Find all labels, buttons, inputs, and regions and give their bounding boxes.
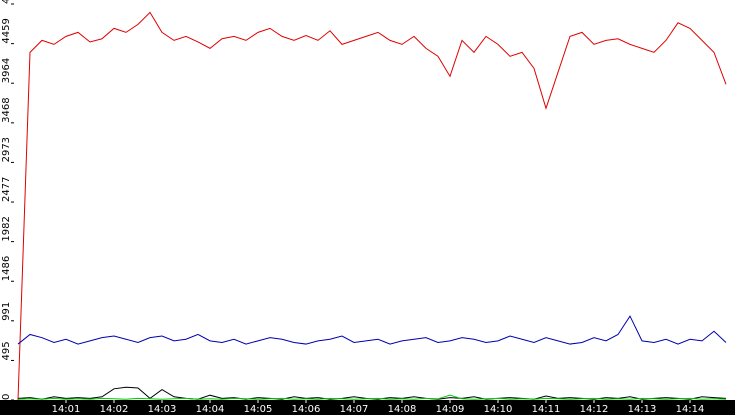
x-tick-label: 14:12 <box>580 404 609 415</box>
x-tick-label: 14:05 <box>244 404 273 415</box>
x-tick-label: 14:10 <box>484 404 513 415</box>
series-line <box>17 315 727 345</box>
y-tick-label: 2973 <box>1 137 12 162</box>
x-tick-label: 14:13 <box>628 404 657 415</box>
y-tick-label: 495 <box>1 341 12 360</box>
x-tick-label: 14:07 <box>340 404 369 415</box>
y-tick-label: 1486 <box>1 256 12 281</box>
x-tick-label: 14:06 <box>292 404 321 415</box>
y-tick-label: 0 <box>1 394 12 400</box>
x-tick-label: 14:08 <box>388 404 417 415</box>
y-axis-area <box>0 0 14 400</box>
x-axis-bar <box>0 400 735 415</box>
x-tick-label: 14:03 <box>148 404 177 415</box>
y-tick-label: 2477 <box>1 177 12 202</box>
x-tick-label: 14:14 <box>676 404 705 415</box>
x-tick-label: 14:04 <box>196 404 225 415</box>
y-tick-label: 3468 <box>1 97 12 122</box>
y-tick-label: 1982 <box>1 216 12 241</box>
x-tick-label: 14:11 <box>532 404 561 415</box>
y-tick-label: 4955 <box>1 0 12 4</box>
x-tick-label: 14:01 <box>52 404 81 415</box>
y-tick-label: 991 <box>1 302 12 321</box>
series-line <box>17 394 727 400</box>
y-tick-label: 3964 <box>1 58 12 83</box>
x-tick-label: 14:02 <box>100 404 129 415</box>
series-line <box>17 11 727 401</box>
series-line <box>17 386 727 400</box>
y-tick-label: 4459 <box>1 18 12 43</box>
x-tick-label: 14:09 <box>436 404 465 415</box>
